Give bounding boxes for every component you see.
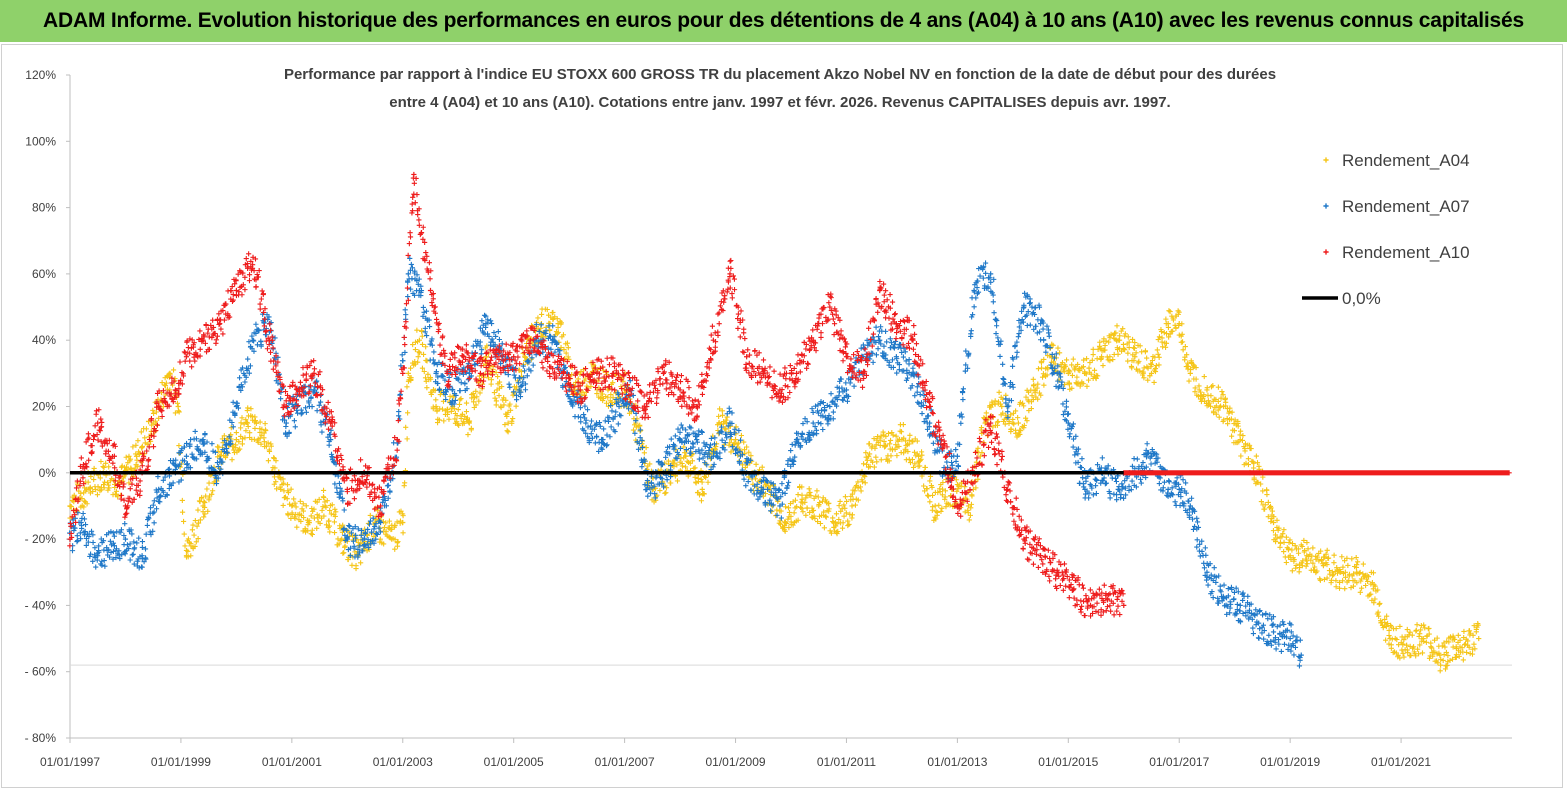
- data-point: [183, 453, 190, 459]
- data-point: [999, 403, 1005, 410]
- data-point: [400, 370, 406, 376]
- data-point: [183, 354, 190, 360]
- data-point: [1176, 486, 1182, 492]
- legend-item: Rendement_A10: [1323, 243, 1470, 262]
- data-point: [233, 287, 239, 294]
- data-point: [1237, 602, 1243, 608]
- plot-area: [66, 171, 1512, 674]
- data-point: [616, 403, 622, 410]
- x-tick-label: 01/01/2019: [1260, 755, 1320, 769]
- x-tick-label: 01/01/2009: [706, 755, 766, 769]
- y-tick-label: 0%: [39, 466, 57, 480]
- x-axis: 01/01/1997 01/01/1999 01/01/2001 01/01/2003…: [40, 737, 1512, 769]
- legend-item: 0,0%: [1302, 289, 1381, 308]
- data-point: [932, 503, 938, 509]
- x-tick-label: 01/01/2007: [595, 755, 655, 769]
- data-point: [156, 486, 162, 492]
- data-point: [699, 486, 705, 492]
- series-Rendement_A10: [67, 171, 1127, 619]
- y-tick-label: 60%: [32, 267, 56, 281]
- data-point: [566, 387, 572, 393]
- data-point: [943, 453, 949, 459]
- data-point: [827, 403, 833, 410]
- data-point: [988, 271, 994, 277]
- data-point: [793, 370, 800, 376]
- data-point: [744, 354, 750, 360]
- data-point: [405, 370, 411, 376]
- legend-label: Rendement_A10: [1342, 243, 1470, 262]
- y-tick-label: - 80%: [25, 731, 57, 745]
- data-point: [427, 287, 434, 294]
- data-point: [1476, 635, 1482, 642]
- y-axis: 120% 100% 80% 60% 40% 20% 0% - 20% - 40% - 60% - 8…: [25, 68, 1512, 745]
- legend-marker: [1323, 157, 1329, 163]
- y-tick-label: - 40%: [25, 598, 57, 612]
- series-Rendement_A10-zero-tail: [1121, 470, 1512, 476]
- y-tick-label: 100%: [25, 134, 56, 148]
- x-tick-label: 01/01/2005: [484, 755, 544, 769]
- y-tick-label: 20%: [32, 400, 56, 414]
- legend-label: Rendement_A07: [1342, 197, 1470, 216]
- data-point: [1270, 629, 1277, 635]
- data-point: [477, 370, 484, 376]
- data-point: [1121, 602, 1127, 608]
- legend-label: 0,0%: [1342, 289, 1381, 308]
- data-point: [1270, 519, 1277, 526]
- data-point: [694, 437, 700, 443]
- data-point: [849, 503, 855, 509]
- x-tick-label: 01/01/2021: [1371, 755, 1431, 769]
- series-cloud: [1121, 470, 1512, 476]
- legend-label: Rendement_A04: [1342, 151, 1470, 170]
- chart-frame: [1, 44, 1563, 788]
- data-point: [95, 420, 101, 426]
- chart-title-line1: Performance par rapport à l'indice EU ST…: [284, 66, 1276, 83]
- data-point: [1004, 486, 1010, 492]
- x-tick-label: 01/01/2013: [927, 755, 987, 769]
- legend-item: Rendement_A07: [1323, 197, 1470, 216]
- y-tick-label: 120%: [25, 68, 56, 82]
- chart-title-line2: entre 4 (A04) et 10 ans (A10). Cotations…: [389, 94, 1170, 111]
- data-point: [1015, 420, 1021, 426]
- x-tick-label: 01/01/2003: [373, 755, 433, 769]
- report-banner-title: ADAM Informe. Evolution historique des p…: [0, 0, 1567, 42]
- series-cloud: [67, 175, 1126, 619]
- data-point: [122, 536, 129, 542]
- y-tick-label: - 20%: [25, 532, 57, 546]
- data-point: [988, 420, 994, 426]
- y-tick-label: 40%: [32, 333, 56, 347]
- y-tick-label: - 60%: [25, 665, 57, 679]
- x-tick-label: 01/01/2011: [817, 755, 876, 769]
- data-point: [111, 543, 117, 549]
- data-point: [405, 271, 411, 277]
- data-point: [782, 519, 789, 526]
- legend-item: Rendement_A04: [1323, 151, 1470, 170]
- x-tick-label: 01/01/1997: [40, 755, 100, 769]
- x-tick-label: 01/01/2015: [1038, 755, 1098, 769]
- x-tick-label: 01/01/2017: [1149, 755, 1209, 769]
- data-point: [810, 420, 816, 426]
- data-point: [1287, 635, 1293, 642]
- legend-marker: [1323, 249, 1329, 255]
- y-tick-label: 80%: [32, 201, 56, 215]
- legend-marker: [1323, 203, 1329, 209]
- data-point: [200, 437, 206, 443]
- data-point: [1204, 569, 1210, 575]
- data-point: [827, 304, 833, 310]
- legend: Rendement_A04 Rendement_A07 Rendement_A10 0…: [1302, 151, 1470, 308]
- data-point: [244, 420, 251, 426]
- x-tick-label: 01/01/1999: [151, 755, 211, 769]
- data-point: [377, 503, 384, 509]
- x-tick-label: 01/01/2001: [262, 755, 322, 769]
